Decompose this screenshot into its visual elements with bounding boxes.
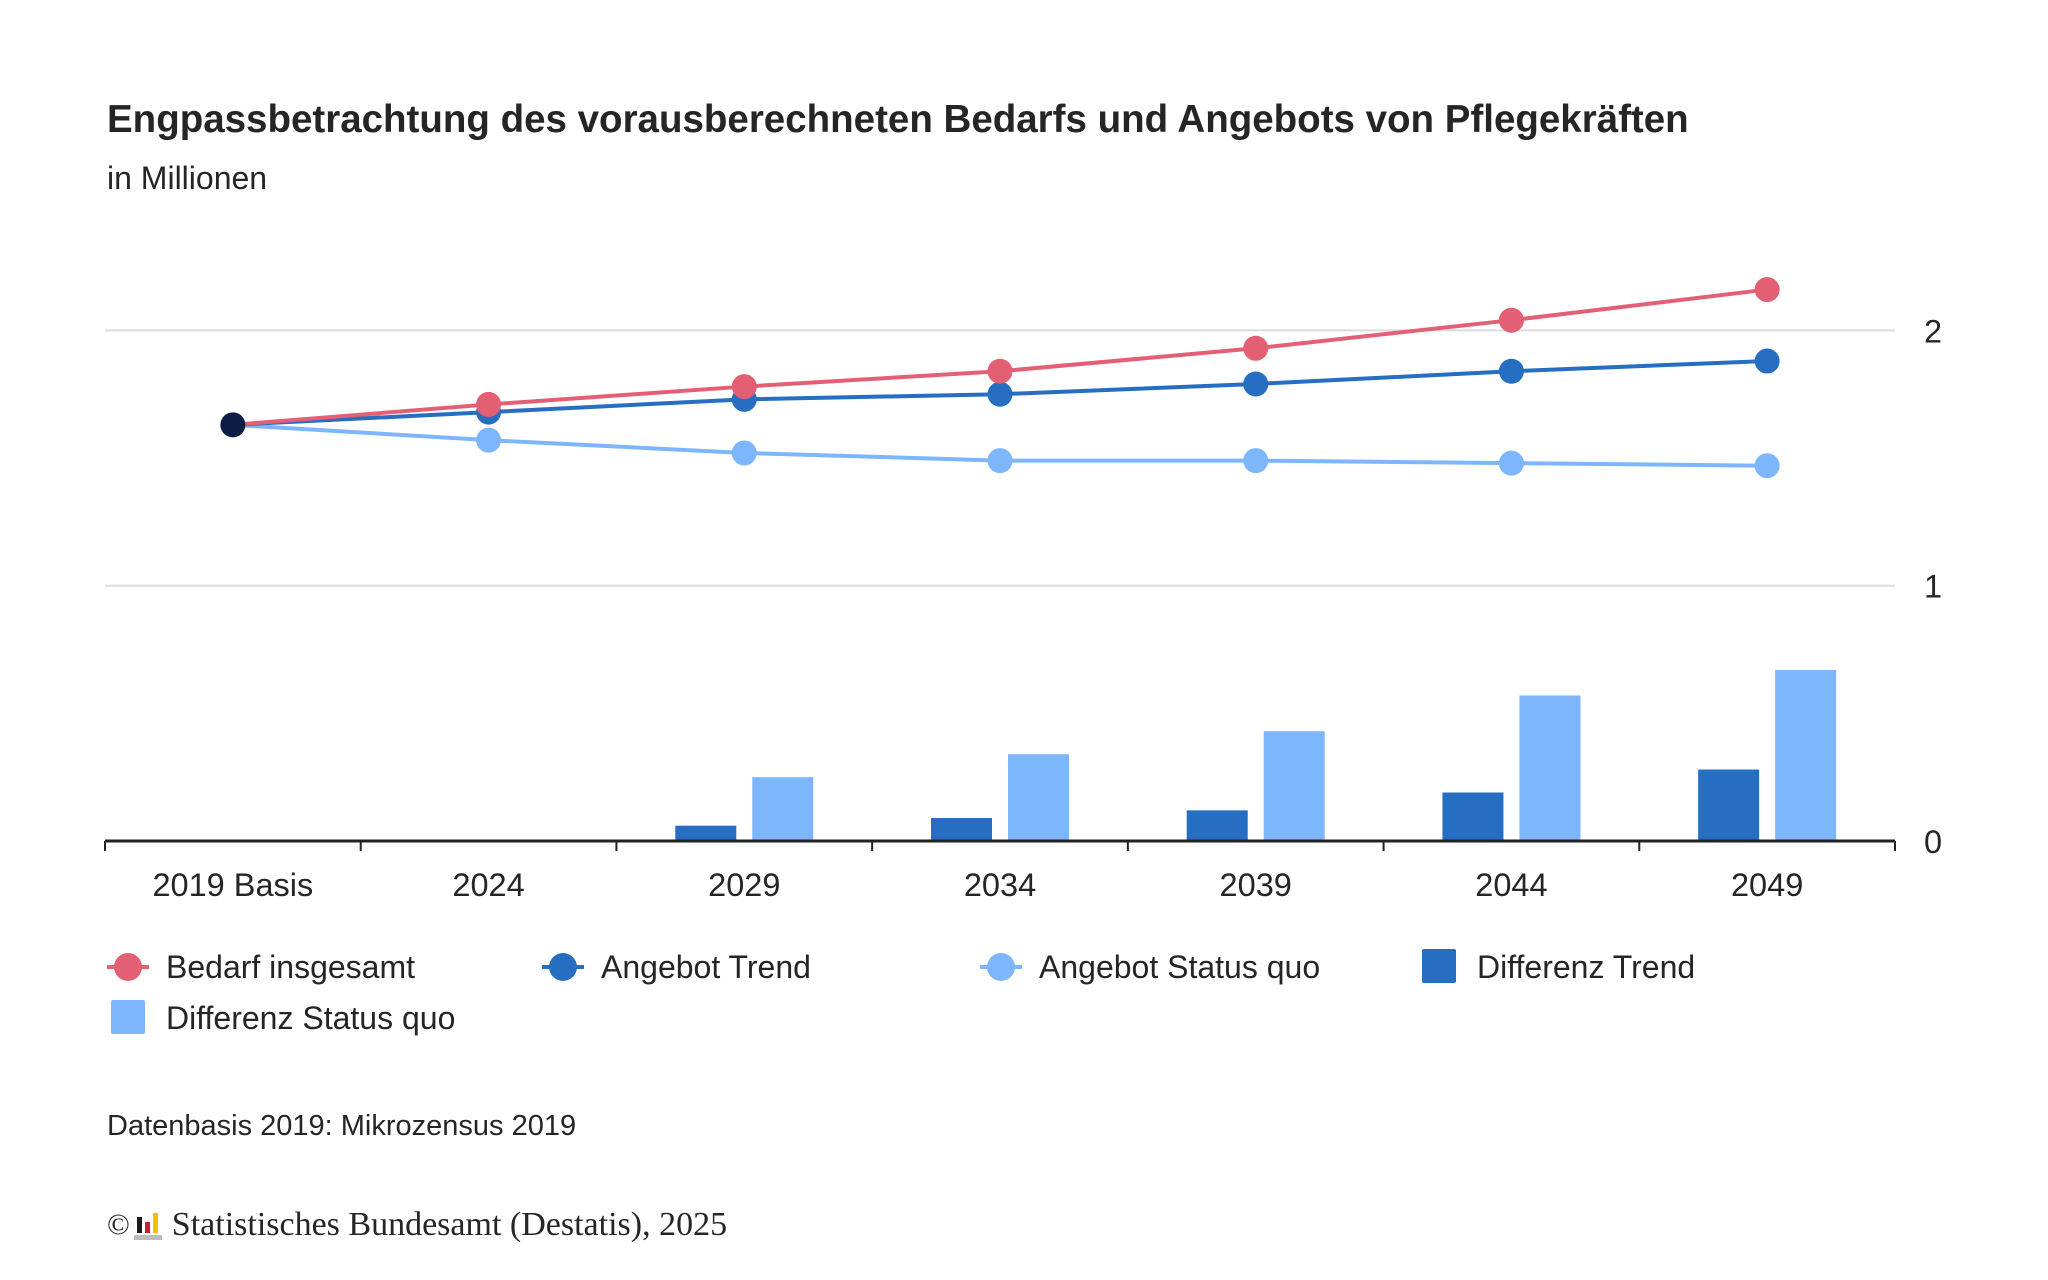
point-angebot-status-quo xyxy=(1754,453,1780,479)
point-angebot-status-quo xyxy=(731,440,757,466)
copyright-credit: © Statistisches Bundesamt (Destatis), 20… xyxy=(107,1206,727,1244)
legend-item-differenz-trend[interactable]: Differenz Trend xyxy=(1418,947,1695,987)
bar-differenz-trend xyxy=(1442,792,1504,841)
point-angebot-trend xyxy=(987,381,1013,407)
legend-dot-swatch xyxy=(114,953,142,981)
point-bedarf-insgesamt xyxy=(476,391,502,417)
bar-differenz-status-quo xyxy=(1775,669,1837,841)
logo-base xyxy=(133,1235,162,1240)
bar-differenz-trend xyxy=(931,818,992,841)
legend-label: Bedarf insgesamt xyxy=(166,948,416,985)
gridlines xyxy=(105,329,1895,587)
x-tick-label: 2039 xyxy=(1220,867,1292,903)
point-bedarf-insgesamt xyxy=(731,374,757,400)
point-angebot-status-quo xyxy=(476,427,502,453)
point-angebot-status-quo xyxy=(1498,450,1524,476)
bar-differenz-status-quo xyxy=(752,777,814,841)
line-marker-icon xyxy=(107,947,149,987)
line-marker-icon xyxy=(542,947,584,987)
bar-differenz-status-quo xyxy=(1008,754,1069,841)
axis-labels: 0 1 2 2019 Basis 2024 2029 2034 2039 2044 2049 xyxy=(152,313,1942,903)
legend-label: Differenz Status quo xyxy=(166,999,456,1036)
bar-differenz-trend xyxy=(1186,810,1248,841)
logo-bar-red xyxy=(144,1222,150,1233)
bar-differenz-status-quo xyxy=(1263,731,1325,841)
bar-differenz-trend xyxy=(1698,769,1760,841)
legend-label: Angebot Status quo xyxy=(1039,948,1321,985)
point-base-2019 xyxy=(220,412,246,438)
x-axis xyxy=(104,839,1896,851)
bar-differenz-status-quo xyxy=(1519,695,1581,841)
bar-differenz-trend xyxy=(675,825,737,841)
x-tick-label: 2044 xyxy=(1475,867,1547,903)
lines xyxy=(220,277,1780,479)
point-bedarf-insgesamt xyxy=(987,358,1013,384)
logo-bar-black xyxy=(136,1217,142,1233)
logo-bar-gold xyxy=(152,1213,158,1233)
x-tick-label: 2034 xyxy=(964,867,1036,903)
chart-title: Engpassbetrachtung des vorausberechneten… xyxy=(107,98,1689,141)
x-tick-label: 2029 xyxy=(708,867,780,903)
legend-square-swatch xyxy=(1422,949,1456,983)
legend-dot-swatch xyxy=(987,953,1015,981)
legend-square-swatch xyxy=(111,1000,145,1034)
y-tick-label: 0 xyxy=(1924,824,1942,860)
legend-dot-swatch xyxy=(549,953,577,981)
destatis-logo-icon xyxy=(133,1210,162,1240)
x-tick-label: 2019 Basis xyxy=(152,867,313,903)
bar-marker-icon xyxy=(107,998,149,1038)
legend-label: Angebot Trend xyxy=(601,948,811,985)
legend-item-differenz-status-quo[interactable]: Differenz Status quo xyxy=(107,998,455,1038)
point-bedarf-insgesamt xyxy=(1498,307,1524,333)
copyright-icon: © xyxy=(107,1208,130,1241)
data-source-note: Datenbasis 2019: Mikrozensus 2019 xyxy=(107,1110,577,1142)
point-angebot-status-quo xyxy=(987,448,1013,474)
line-marker-icon xyxy=(980,947,1022,987)
legend-item-bedarf-insgesamt[interactable]: Bedarf insgesamt xyxy=(107,947,415,987)
legend-item-angebot-status-quo[interactable]: Angebot Status quo xyxy=(980,947,1320,987)
point-bedarf-insgesamt xyxy=(1754,277,1780,303)
bar-marker-icon xyxy=(1418,947,1460,987)
bars xyxy=(675,669,1837,841)
x-tick-label: 2049 xyxy=(1731,867,1803,903)
legend-label: Differenz Trend xyxy=(1477,948,1696,985)
y-tick-label: 1 xyxy=(1924,569,1942,605)
credit-text: Statistisches Bundesamt (Destatis), 2025 xyxy=(171,1206,728,1243)
point-angebot-trend xyxy=(1754,348,1780,374)
point-angebot-status-quo xyxy=(1243,448,1269,474)
chart-subtitle: in Millionen xyxy=(107,160,268,196)
point-bedarf-insgesamt xyxy=(1243,335,1269,361)
chart-plot: 0 1 2 2019 Basis 2024 2029 2034 2039 2044 2049 xyxy=(104,277,1942,903)
x-tick-label: 2024 xyxy=(452,867,524,903)
legend-item-angebot-trend[interactable]: Angebot Trend xyxy=(542,947,811,987)
y-tick-label: 2 xyxy=(1924,313,1942,349)
point-angebot-trend xyxy=(1243,371,1269,397)
point-angebot-trend xyxy=(1498,358,1524,384)
